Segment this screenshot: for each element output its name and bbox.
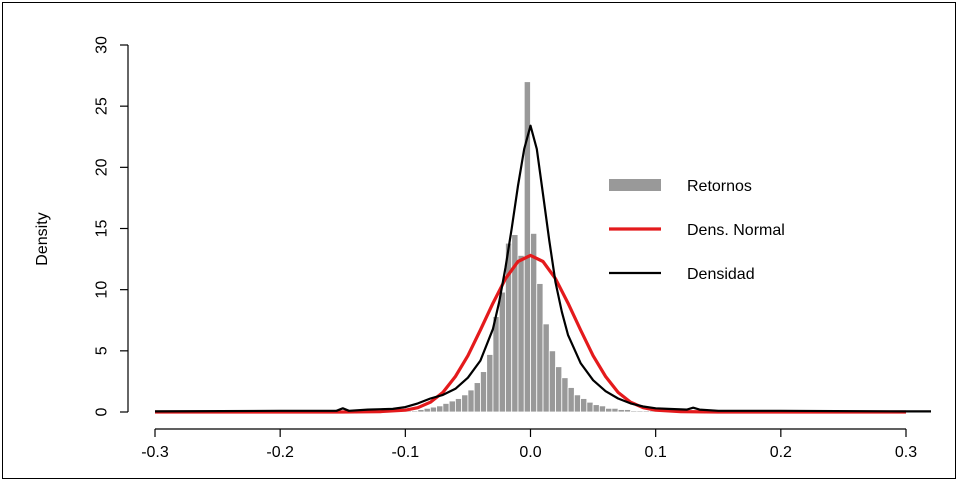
y-axis: 0 5 10 15 20 25 30: [94, 36, 129, 416]
legend: Retornos Dens. Normal Densidad: [609, 178, 785, 283]
histogram-bar: [442, 403, 450, 413]
histogram-bar: [592, 404, 600, 413]
histogram-bar: [580, 398, 588, 413]
legend-label: Dens. Normal: [687, 222, 785, 239]
histogram-bar: [548, 350, 556, 413]
x-tick-label: -0.2: [266, 444, 294, 461]
y-axis-label: Density: [34, 212, 51, 265]
histogram-bar: [473, 382, 481, 413]
chart-frame: -0.3 -0.2 -0.1 0.0 0.1 0.2 0.3 0 5 10 15 20 25 30 De…: [2, 2, 956, 479]
histogram-bar: [623, 409, 632, 413]
histogram-bar: [492, 316, 500, 413]
histogram-bar: [605, 407, 613, 413]
x-tick-label: -0.1: [392, 444, 420, 461]
histogram-bar: [611, 407, 619, 413]
histogram-bar: [630, 410, 638, 413]
histogram-bar: [429, 406, 438, 413]
histogram-bar: [555, 366, 563, 413]
histogram-bar: [536, 283, 544, 413]
series-line-densidad: [154, 124, 931, 413]
histogram-bar: [486, 354, 494, 413]
density-histogram-chart: -0.3 -0.2 -0.1 0.0 0.1 0.2 0.3 0 5 10 15 20 25 30 De…: [34, 36, 931, 461]
y-tick-label: 0: [94, 407, 111, 416]
histogram-bar: [617, 409, 625, 413]
histogram-bar: [454, 398, 463, 413]
histogram-bar: [480, 371, 488, 413]
x-tick-label: 0.1: [645, 444, 667, 461]
y-tick-label: 30: [94, 36, 111, 54]
histogram-bar: [561, 377, 569, 413]
histogram-bar: [530, 232, 538, 413]
x-tick-label: 0.2: [770, 444, 792, 461]
x-tick-label: 0.3: [895, 444, 917, 461]
histogram-bar: [542, 323, 550, 413]
legend-swatch-retornos: [609, 179, 661, 191]
histogram-bar: [567, 387, 575, 413]
histogram-bar: [448, 400, 456, 413]
x-tick-label: 0.0: [519, 444, 541, 461]
histogram-bar: [517, 255, 525, 413]
histogram-bar: [636, 410, 644, 413]
histogram-bar: [642, 410, 650, 413]
histogram-bar: [461, 394, 469, 413]
x-tick-label: -0.3: [141, 444, 169, 461]
histogram-bar: [411, 410, 419, 413]
y-tick-label: 25: [94, 97, 111, 115]
y-tick-label: 15: [94, 220, 111, 238]
y-tick-label: 20: [94, 158, 111, 176]
density-lines: [154, 124, 931, 414]
histogram-bar: [467, 389, 475, 413]
histogram-bar: [573, 394, 581, 413]
legend-label: Densidad: [687, 266, 755, 283]
histogram-bar: [598, 405, 607, 413]
histogram-bars: [404, 81, 657, 413]
y-tick-label: 10: [94, 281, 111, 299]
histogram-bar: [436, 405, 444, 413]
legend-label: Retornos: [687, 178, 752, 195]
histogram-bar: [423, 407, 431, 413]
histogram-bar: [498, 291, 506, 413]
y-tick-label: 5: [94, 346, 111, 355]
histogram-bar: [586, 401, 594, 413]
x-axis: -0.3 -0.2 -0.1 0.0 0.1 0.2 0.3: [141, 428, 917, 461]
histogram-bar: [417, 409, 425, 413]
